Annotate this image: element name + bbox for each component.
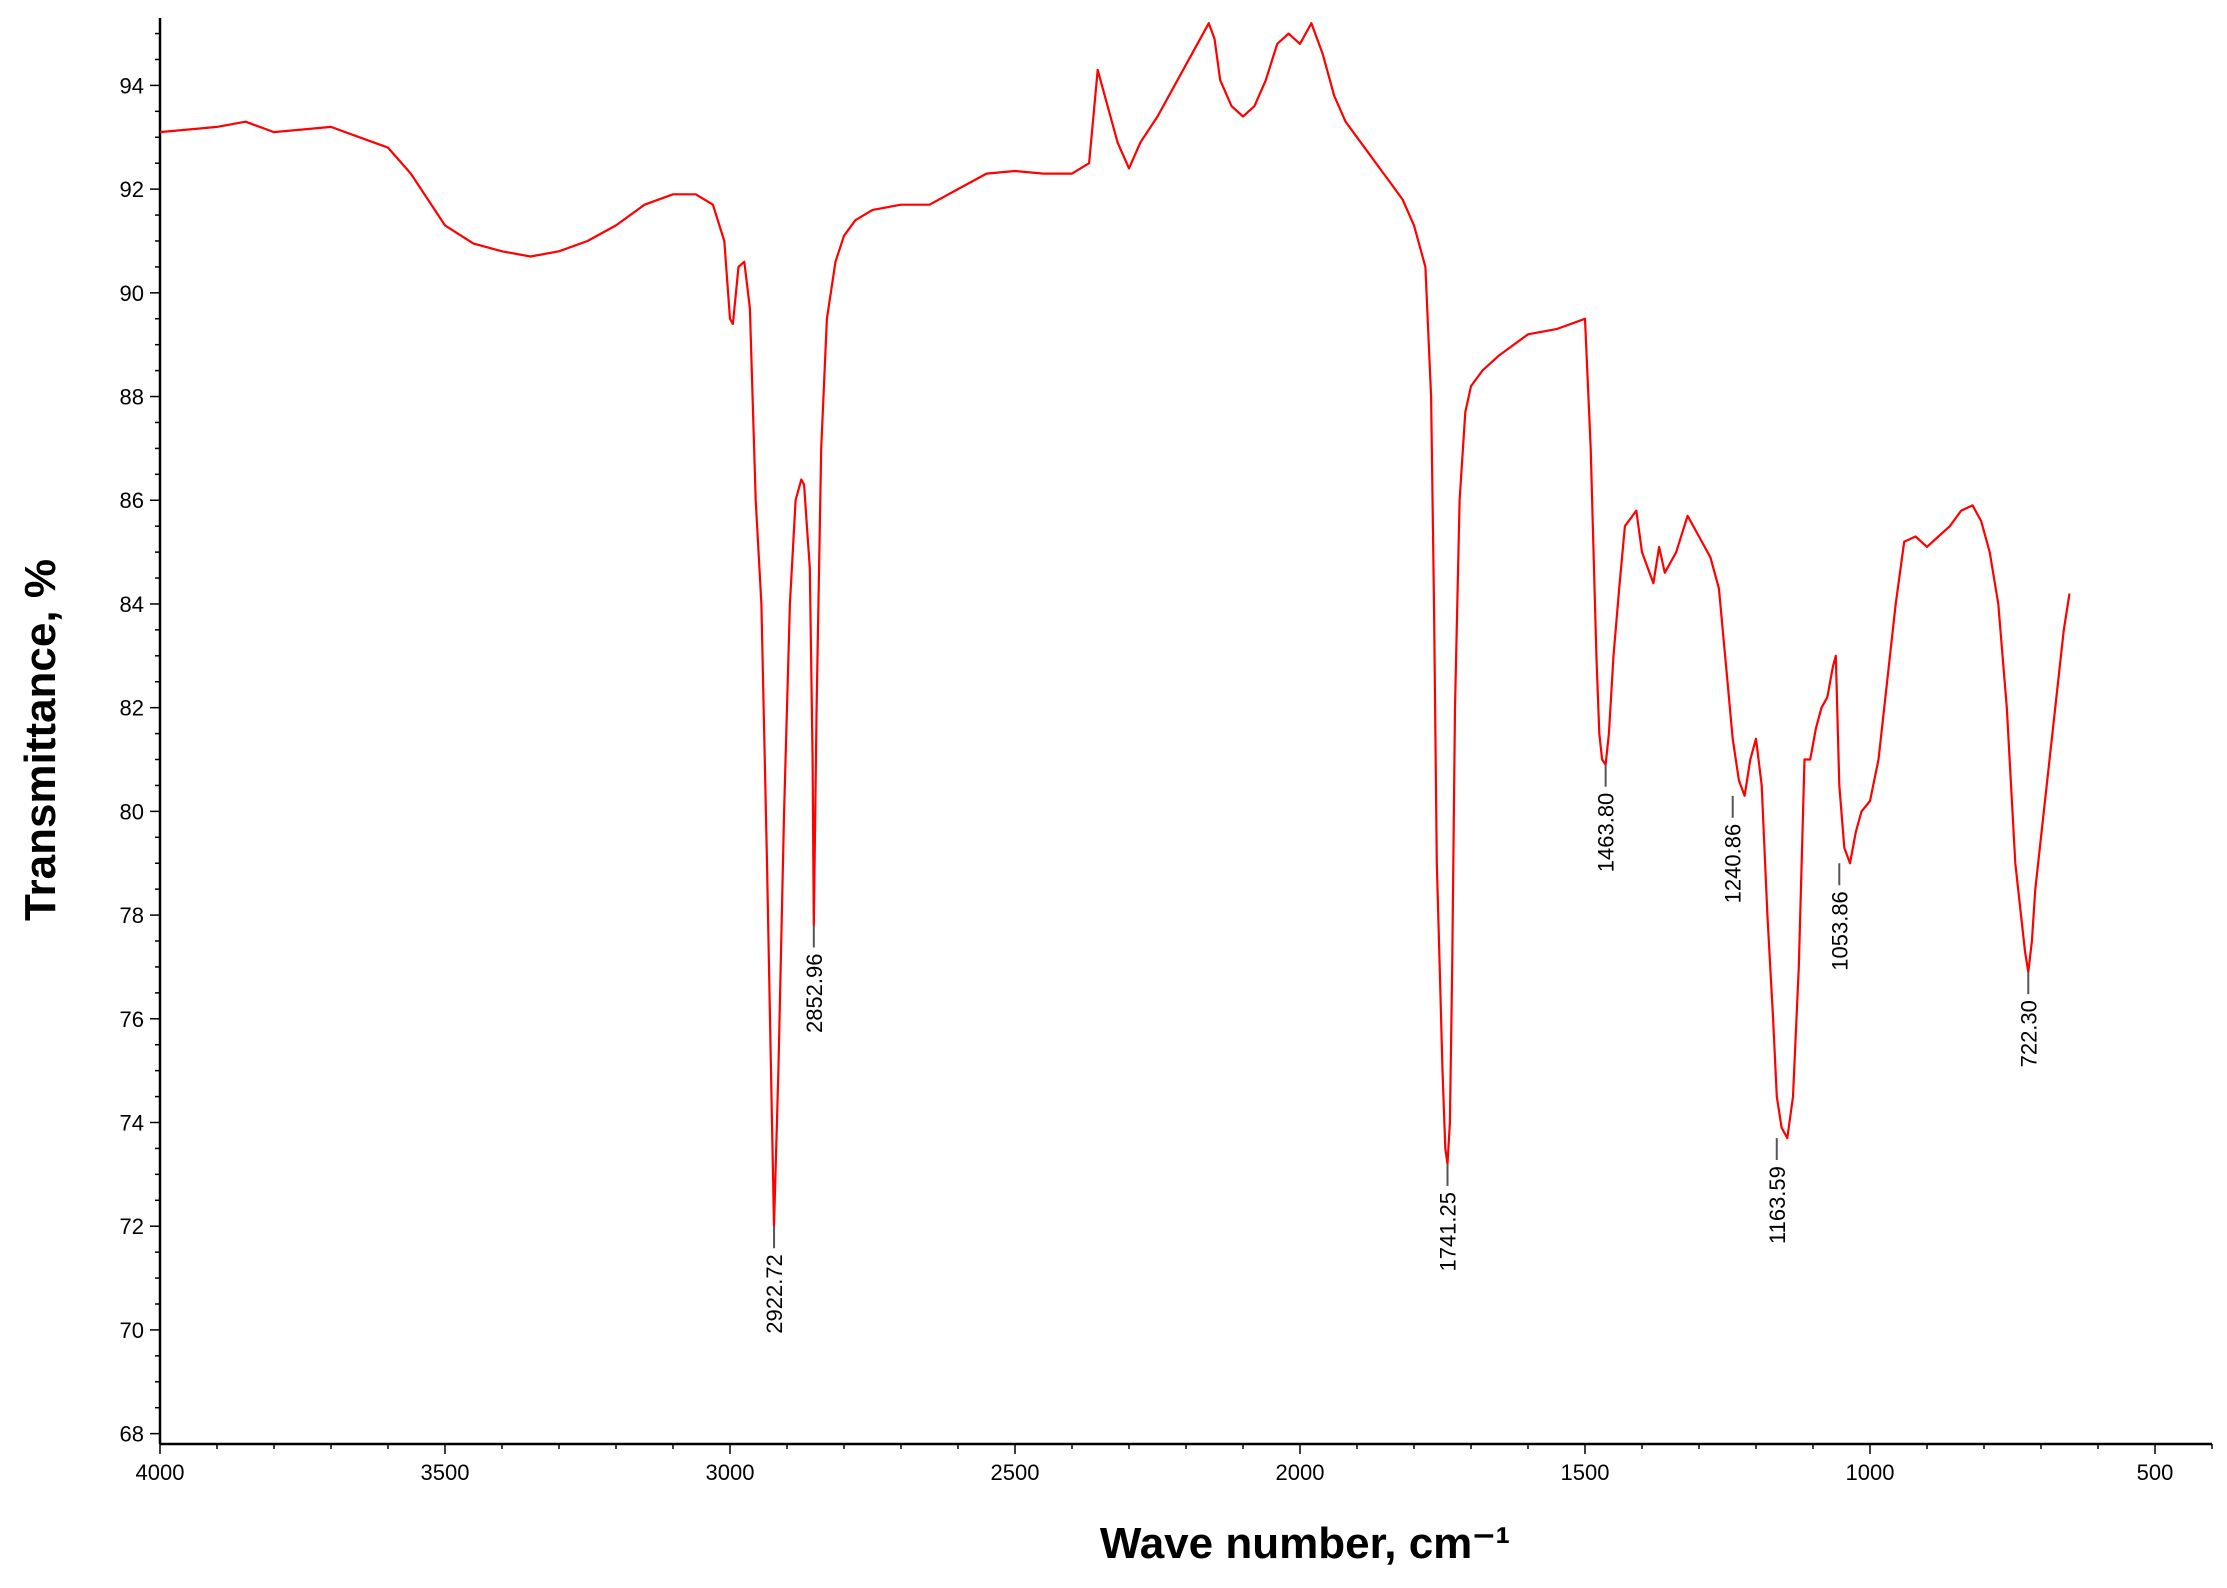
y-tick-label: 72 bbox=[120, 1214, 144, 1239]
y-tick-label: 80 bbox=[120, 799, 144, 824]
y-axis-title: Transmittance, % bbox=[16, 559, 65, 921]
peak-label: 2922.72 bbox=[762, 1254, 787, 1334]
peak-label: 1463.80 bbox=[1594, 793, 1619, 873]
y-tick-label: 86 bbox=[120, 488, 144, 513]
y-tick-label: 68 bbox=[120, 1422, 144, 1447]
y-tick-label: 94 bbox=[120, 73, 144, 98]
y-tick-label: 70 bbox=[120, 1318, 144, 1343]
y-tick-label: 74 bbox=[120, 1111, 144, 1136]
peak-label: 1741.25 bbox=[1436, 1192, 1461, 1272]
y-tick-label: 84 bbox=[120, 592, 144, 617]
y-axis: 68 70 72 74 76 78 80 82 84 86 88 90 92 94 bbox=[120, 18, 162, 1447]
peak-label: 1053.86 bbox=[1827, 891, 1852, 971]
peak-label: 1163.59 bbox=[1765, 1166, 1790, 1244]
x-tick-label: 3500 bbox=[421, 1460, 470, 1485]
x-axis: 4000 3500 3000 2500 2000 1500 1000 500 bbox=[136, 1442, 2213, 1485]
x-tick-label: 500 bbox=[2137, 1460, 2174, 1485]
peak-label: 1240.86 bbox=[1721, 824, 1746, 904]
spectrum-line bbox=[159, 22, 2071, 1228]
x-tick-label: 1500 bbox=[1561, 1460, 1610, 1485]
x-axis-title: Wave number, cm⁻¹ bbox=[1100, 1519, 1510, 1568]
x-tick-label: 2500 bbox=[991, 1460, 1040, 1485]
y-tick-label: 82 bbox=[120, 696, 144, 721]
y-tick-label: 92 bbox=[120, 177, 144, 202]
x-tick-label: 4000 bbox=[136, 1460, 185, 1485]
peak-label: 2852.96 bbox=[802, 954, 827, 1034]
y-tick-label: 76 bbox=[120, 1007, 144, 1032]
y-tick-label: 90 bbox=[120, 281, 144, 306]
series-layer bbox=[159, 22, 2071, 1228]
peak-label: 722.30 bbox=[2016, 1000, 2041, 1067]
y-tick-label: 88 bbox=[120, 385, 144, 410]
annotation-layer: 2922.72 2852.96 1741.25 1463.80 1240.86 1163.… bbox=[762, 764, 2041, 1334]
y-tick-label: 78 bbox=[120, 903, 144, 928]
x-tick-label: 2000 bbox=[1276, 1460, 1325, 1485]
x-tick-label: 1000 bbox=[1846, 1460, 1895, 1485]
x-tick-label: 3000 bbox=[706, 1460, 755, 1485]
